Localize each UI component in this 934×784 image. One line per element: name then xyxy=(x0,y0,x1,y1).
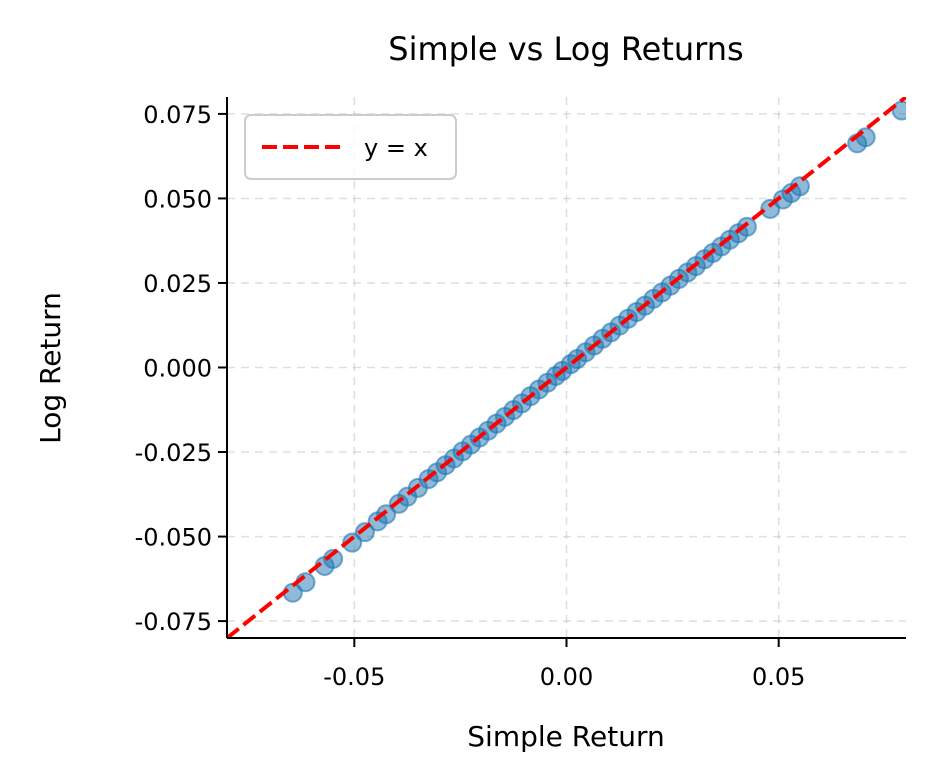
grid xyxy=(227,97,906,638)
data-point xyxy=(891,100,906,121)
y-tick-label: 0.000 xyxy=(143,355,212,383)
data-point xyxy=(354,522,375,543)
y-tick-label: 0.075 xyxy=(143,101,212,129)
data-point xyxy=(736,216,757,237)
data-point xyxy=(323,548,344,569)
chart-title: Simple vs Log Returns xyxy=(388,30,743,68)
x-ticks: -0.05 0.00 0.05 xyxy=(323,638,805,691)
y-tick-label: -0.075 xyxy=(135,608,212,636)
legend-label-y-equals-x: y = x xyxy=(364,134,428,162)
legend-box xyxy=(244,114,457,180)
reference-line-y-equals-x xyxy=(227,97,906,638)
y-tick-label: 0.025 xyxy=(143,270,212,298)
data-point xyxy=(855,127,876,148)
y-axis-label: Log Return xyxy=(34,292,67,444)
reference-line xyxy=(227,97,906,638)
x-tick-label: 0.05 xyxy=(752,663,805,691)
y-tick-label: 0.050 xyxy=(143,185,212,213)
x-tick-label: -0.05 xyxy=(323,663,385,691)
y-tick-label: -0.050 xyxy=(135,524,212,552)
data-point xyxy=(342,532,363,553)
x-tick-label: 0.00 xyxy=(540,663,593,691)
legend: y = x xyxy=(244,114,457,180)
x-axis-label: Simple Return xyxy=(467,720,664,753)
y-tick-label: -0.025 xyxy=(135,439,212,467)
y-ticks: -0.075 -0.050 -0.025 0.000 0.025 0.050 0.075 xyxy=(135,101,227,636)
data-point xyxy=(376,504,397,525)
